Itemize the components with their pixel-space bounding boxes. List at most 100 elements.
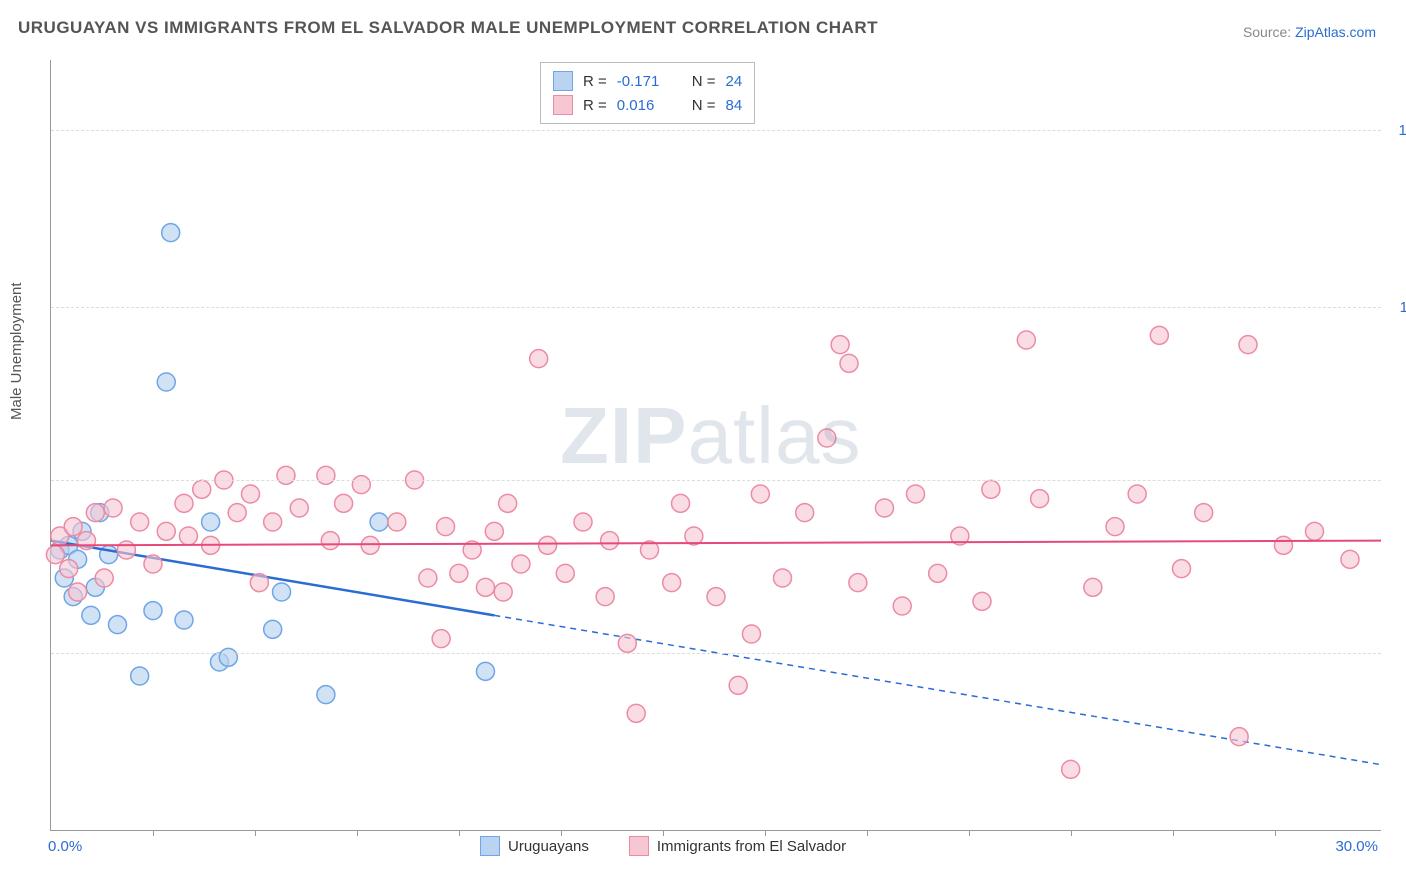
data-point	[1341, 550, 1359, 568]
data-point	[982, 480, 1000, 498]
data-point	[157, 522, 175, 540]
data-point	[361, 536, 379, 554]
data-point	[751, 485, 769, 503]
data-point	[929, 564, 947, 582]
data-point	[796, 504, 814, 522]
data-point	[273, 583, 291, 601]
data-point	[774, 569, 792, 587]
data-point	[157, 373, 175, 391]
x-minor-tick	[255, 830, 256, 836]
data-point	[1106, 518, 1124, 536]
data-point	[290, 499, 308, 517]
x-minor-tick	[1071, 830, 1072, 836]
gridline	[51, 130, 1381, 131]
data-point	[1230, 728, 1248, 746]
data-point	[228, 504, 246, 522]
data-point	[729, 676, 747, 694]
data-point	[144, 555, 162, 573]
data-point	[574, 513, 592, 531]
data-point	[388, 513, 406, 531]
data-point	[131, 513, 149, 531]
data-point	[663, 574, 681, 592]
legend-swatch	[553, 71, 573, 91]
data-point	[202, 513, 220, 531]
data-point	[131, 667, 149, 685]
data-point	[317, 686, 335, 704]
data-point	[476, 662, 494, 680]
data-point	[264, 513, 282, 531]
y-tick-label: 3.8%	[1386, 645, 1406, 662]
y-tick-label: 11.2%	[1386, 299, 1406, 316]
data-point	[335, 494, 353, 512]
x-minor-tick	[867, 830, 868, 836]
x-minor-tick	[459, 830, 460, 836]
data-point	[317, 466, 335, 484]
x-minor-tick	[153, 830, 154, 836]
data-point	[77, 532, 95, 550]
data-point	[109, 616, 127, 634]
data-point	[742, 625, 760, 643]
data-point	[175, 611, 193, 629]
data-point	[512, 555, 530, 573]
legend-swatch	[480, 836, 500, 856]
data-point	[219, 648, 237, 666]
legend-swatch	[553, 95, 573, 115]
x-minor-tick	[357, 830, 358, 836]
data-point	[1150, 326, 1168, 344]
data-point	[242, 485, 260, 503]
data-point	[849, 574, 867, 592]
y-axis-label: Male Unemployment	[8, 282, 25, 420]
data-point	[86, 504, 104, 522]
chart-title: URUGUAYAN VS IMMIGRANTS FROM EL SALVADOR…	[18, 18, 878, 38]
data-point	[601, 532, 619, 550]
data-point	[530, 350, 548, 368]
data-point	[144, 602, 162, 620]
source-prefix: Source:	[1243, 24, 1295, 40]
data-point	[64, 518, 82, 536]
data-point	[840, 354, 858, 372]
data-point	[875, 499, 893, 517]
data-point	[352, 476, 370, 494]
data-point	[831, 336, 849, 354]
gridline	[51, 480, 1381, 481]
data-point	[437, 518, 455, 536]
x-axis-max-label: 30.0%	[1335, 838, 1378, 855]
gridline	[51, 307, 1381, 308]
data-point	[250, 574, 268, 592]
data-point	[1017, 331, 1035, 349]
r-label: R =	[583, 97, 607, 114]
y-tick-label: 7.5%	[1386, 472, 1406, 489]
data-point	[893, 597, 911, 615]
legend-item: Uruguayans	[480, 836, 589, 856]
data-point	[60, 560, 78, 578]
chart-svg	[51, 60, 1381, 830]
data-point	[370, 513, 388, 531]
n-label: N =	[692, 97, 716, 114]
data-point	[1195, 504, 1213, 522]
data-point	[476, 578, 494, 596]
series-legend: Uruguayans Immigrants from El Salvador	[480, 836, 846, 856]
data-point	[539, 536, 557, 554]
data-point	[1274, 536, 1292, 554]
data-point	[1062, 760, 1080, 778]
data-point	[973, 592, 991, 610]
data-point	[162, 224, 180, 242]
data-point	[907, 485, 925, 503]
data-point	[104, 499, 122, 517]
legend-row: R =-0.171N =24	[553, 69, 742, 93]
data-point	[175, 494, 193, 512]
legend-swatch	[629, 836, 649, 856]
data-point	[1173, 560, 1191, 578]
data-point	[556, 564, 574, 582]
data-point	[82, 606, 100, 624]
data-point	[46, 546, 64, 564]
data-point	[1084, 578, 1102, 596]
chart-plot-area: 3.8%7.5%11.2%15.0%	[50, 60, 1381, 831]
correlation-legend: R =-0.171N =24R =0.016N =84	[540, 62, 755, 124]
data-point	[618, 634, 636, 652]
x-minor-tick	[1275, 830, 1276, 836]
source-link[interactable]: ZipAtlas.com	[1295, 24, 1376, 40]
x-minor-tick	[1173, 830, 1174, 836]
n-label: N =	[692, 73, 716, 90]
legend-item: Immigrants from El Salvador	[629, 836, 846, 856]
